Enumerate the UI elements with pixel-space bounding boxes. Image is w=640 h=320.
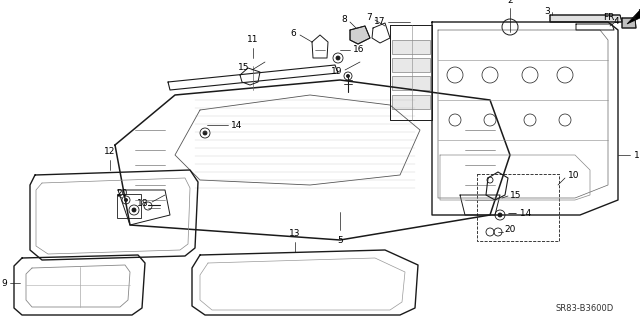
Text: 14: 14 <box>231 121 243 130</box>
Text: FR.: FR. <box>603 13 617 22</box>
Circle shape <box>132 208 136 212</box>
Text: 20: 20 <box>504 226 515 235</box>
Text: 6: 6 <box>291 28 296 37</box>
Text: 5: 5 <box>337 236 343 245</box>
FancyBboxPatch shape <box>477 174 559 241</box>
Text: 17: 17 <box>374 18 385 27</box>
Text: 15: 15 <box>510 190 522 199</box>
Text: 10: 10 <box>568 172 579 180</box>
Text: SR83-B3600D: SR83-B3600D <box>555 304 613 313</box>
Bar <box>392 58 430 72</box>
Bar <box>392 76 430 90</box>
Bar <box>392 95 430 109</box>
Text: 1: 1 <box>634 150 640 159</box>
Text: 7: 7 <box>366 13 372 22</box>
Text: 13: 13 <box>289 229 301 238</box>
Bar <box>392 40 430 54</box>
Text: 12: 12 <box>104 147 116 156</box>
Polygon shape <box>622 18 636 28</box>
Text: 3: 3 <box>637 10 640 19</box>
Circle shape <box>498 213 502 217</box>
Circle shape <box>346 75 349 77</box>
FancyBboxPatch shape <box>117 194 141 218</box>
Text: 9: 9 <box>1 278 7 287</box>
Text: 15: 15 <box>237 63 249 73</box>
Polygon shape <box>350 26 370 44</box>
Text: 19: 19 <box>330 68 342 76</box>
Text: 20: 20 <box>116 188 127 197</box>
Text: 16: 16 <box>353 45 365 54</box>
Text: 3: 3 <box>544 6 550 15</box>
Text: — 14: — 14 <box>508 209 531 218</box>
Text: 2: 2 <box>507 0 513 5</box>
Circle shape <box>336 56 340 60</box>
Circle shape <box>125 198 127 202</box>
Text: 8: 8 <box>341 15 347 25</box>
Circle shape <box>203 131 207 135</box>
Text: 4: 4 <box>614 17 620 26</box>
Text: 18: 18 <box>136 199 148 209</box>
Polygon shape <box>550 15 622 22</box>
Polygon shape <box>627 10 640 24</box>
Text: 11: 11 <box>247 35 259 44</box>
